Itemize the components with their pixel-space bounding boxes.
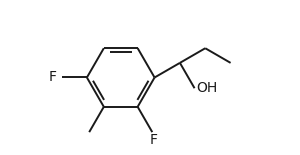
Text: OH: OH [196, 81, 217, 95]
Text: F: F [49, 71, 57, 84]
Text: F: F [149, 133, 157, 147]
